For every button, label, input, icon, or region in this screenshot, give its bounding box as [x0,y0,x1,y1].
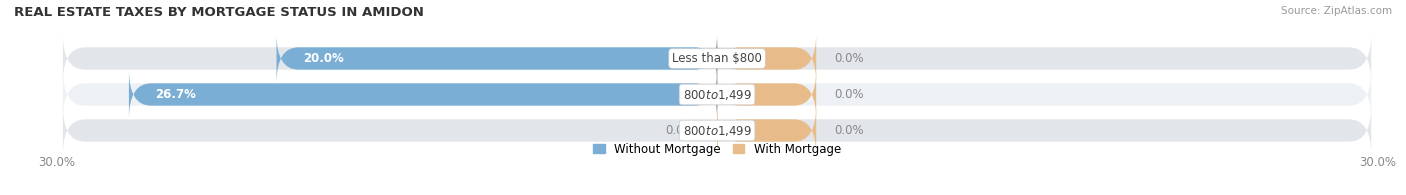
Text: Less than $800: Less than $800 [672,52,762,65]
FancyBboxPatch shape [717,106,815,155]
FancyBboxPatch shape [63,106,1371,155]
FancyBboxPatch shape [63,34,1371,83]
FancyBboxPatch shape [717,70,815,119]
FancyBboxPatch shape [277,34,717,83]
Text: 0.0%: 0.0% [834,88,863,101]
Text: $800 to $1,499: $800 to $1,499 [682,88,752,102]
FancyBboxPatch shape [63,70,1371,119]
Text: 20.0%: 20.0% [302,52,343,65]
Text: 0.0%: 0.0% [834,52,863,65]
Legend: Without Mortgage, With Mortgage: Without Mortgage, With Mortgage [588,138,846,160]
FancyBboxPatch shape [717,34,815,83]
Text: REAL ESTATE TAXES BY MORTGAGE STATUS IN AMIDON: REAL ESTATE TAXES BY MORTGAGE STATUS IN … [14,6,425,19]
Text: Source: ZipAtlas.com: Source: ZipAtlas.com [1281,6,1392,16]
Text: 26.7%: 26.7% [156,88,197,101]
Text: 0.0%: 0.0% [665,124,695,137]
FancyBboxPatch shape [129,70,717,119]
Text: 0.0%: 0.0% [834,124,863,137]
Text: $800 to $1,499: $800 to $1,499 [682,123,752,137]
